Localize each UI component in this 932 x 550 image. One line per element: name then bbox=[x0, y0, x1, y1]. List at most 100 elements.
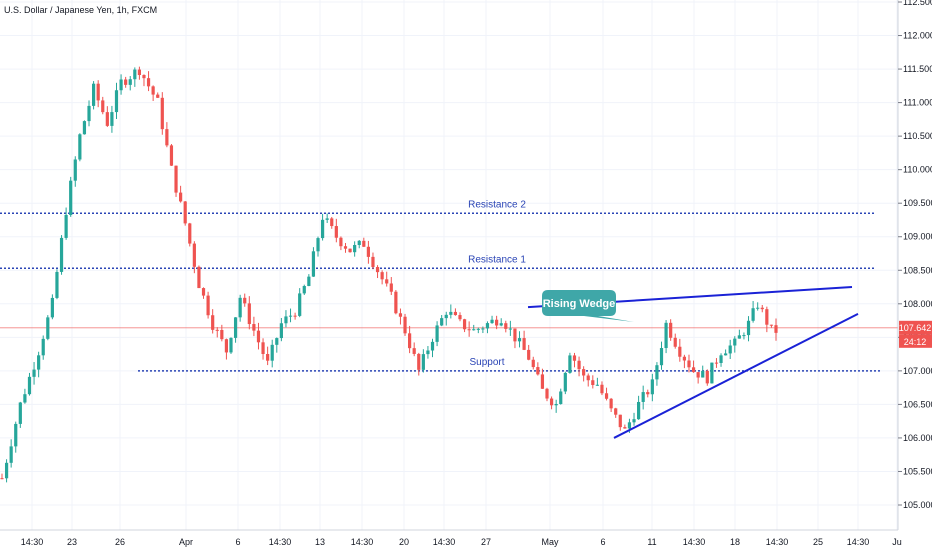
candle-body-164 bbox=[751, 308, 755, 321]
candle-body-32 bbox=[146, 78, 151, 87]
candle-body-147 bbox=[673, 337, 677, 347]
candle-body-102 bbox=[467, 329, 471, 331]
candle-body-26 bbox=[119, 79, 123, 91]
candle-body-85 bbox=[389, 283, 393, 292]
candle-body-161 bbox=[737, 335, 741, 339]
candle-body-101 bbox=[462, 319, 467, 330]
candle-body-126 bbox=[577, 360, 581, 370]
candle-body-42 bbox=[192, 243, 196, 267]
candle-body-99 bbox=[453, 311, 458, 316]
candle-body-143 bbox=[655, 365, 659, 380]
candle-body-80 bbox=[366, 246, 370, 257]
grid bbox=[0, 0, 898, 530]
candle-body-84 bbox=[385, 279, 389, 284]
y-tick-label-0: 105.000 bbox=[903, 500, 932, 510]
candle-body-118 bbox=[540, 374, 545, 389]
countdown-badge bbox=[899, 334, 932, 348]
y-tick-label-11: 110.500 bbox=[903, 131, 932, 141]
candle-body-51 bbox=[233, 317, 238, 338]
candle-body-139 bbox=[637, 401, 641, 420]
candle-body-62 bbox=[284, 316, 288, 324]
callout-text: Rising Wedge bbox=[543, 298, 616, 310]
callout-bubble bbox=[542, 290, 634, 322]
candle-body-34 bbox=[156, 94, 160, 98]
x-tick-label-13: 11 bbox=[647, 537, 656, 547]
x-tick-label-8: 20 bbox=[399, 537, 409, 547]
candle-body-16 bbox=[73, 159, 77, 181]
candle-body-4 bbox=[18, 402, 22, 424]
candle-body-156 bbox=[714, 362, 719, 364]
x-axis: 14:30 23 26 Apr 6 14:30 13 14:30 20 14:30 27 May 6 11… bbox=[21, 537, 902, 547]
candle-body-92 bbox=[421, 354, 425, 370]
candle-body-48 bbox=[220, 329, 224, 340]
candle-body-141 bbox=[646, 392, 650, 395]
x-tick-label-14: 14:30 bbox=[683, 537, 706, 547]
candle-body-72 bbox=[330, 218, 334, 227]
candle-body-142 bbox=[650, 379, 654, 395]
candle-body-149 bbox=[682, 356, 687, 361]
candle-body-124 bbox=[568, 355, 572, 373]
candle-body-79 bbox=[362, 240, 366, 247]
candle-body-74 bbox=[339, 237, 343, 247]
candle-body-121 bbox=[554, 404, 558, 406]
candle-body-109 bbox=[499, 323, 503, 326]
candle-body-25 bbox=[114, 90, 119, 113]
x-tick-label-18: 14:30 bbox=[847, 537, 870, 547]
candle-body-35 bbox=[160, 97, 164, 130]
candle-body-105 bbox=[481, 328, 485, 330]
candle-body-103 bbox=[472, 329, 476, 331]
x-tick-label-1: 23 bbox=[67, 537, 77, 547]
candle-body-151 bbox=[691, 367, 696, 373]
candle-body-29 bbox=[133, 69, 137, 80]
x-tick-label-0: 14:30 bbox=[21, 537, 44, 547]
candle-body-83 bbox=[380, 272, 384, 280]
candle-body-145 bbox=[664, 322, 668, 349]
candle-body-43 bbox=[197, 266, 201, 289]
x-tick-label-11: May bbox=[541, 537, 559, 547]
y-tick-label-14: 112.000 bbox=[903, 31, 932, 41]
candle-body-18 bbox=[82, 121, 87, 135]
y-tick-label-3: 106.500 bbox=[903, 399, 932, 409]
candle-body-8 bbox=[37, 355, 41, 370]
candle-body-52 bbox=[238, 297, 242, 318]
price-badge-text: 107.642 bbox=[899, 323, 932, 333]
candle-body-61 bbox=[279, 323, 283, 339]
candle-body-12 bbox=[55, 271, 59, 298]
x-tick-label-5: 14:30 bbox=[269, 537, 292, 547]
candle-body-158 bbox=[724, 353, 728, 356]
candle-body-10 bbox=[46, 317, 50, 339]
y-tick-label-7: 108.500 bbox=[903, 265, 932, 275]
y-tick-label-15: 112.500 bbox=[903, 0, 932, 7]
candle-body-148 bbox=[678, 346, 682, 357]
candle-body-37 bbox=[169, 145, 174, 166]
candle-body-1 bbox=[4, 462, 9, 479]
candle-body-56 bbox=[256, 330, 261, 343]
candle-body-30 bbox=[137, 69, 141, 76]
candle-body-131 bbox=[600, 384, 604, 394]
candle-body-65 bbox=[298, 293, 302, 316]
candle-body-27 bbox=[124, 79, 128, 85]
candle-body-153 bbox=[701, 370, 705, 378]
y-tick-label-4: 107.000 bbox=[903, 366, 932, 376]
candle-body-111 bbox=[508, 328, 512, 330]
candle-body-39 bbox=[179, 192, 183, 202]
candle-body-64 bbox=[293, 315, 297, 317]
candle-body-5 bbox=[23, 394, 27, 403]
candle-body-78 bbox=[357, 240, 361, 245]
candle-body-125 bbox=[572, 355, 577, 361]
candle-body-23 bbox=[105, 112, 109, 126]
candle-body-134 bbox=[614, 408, 618, 415]
candle-body-50 bbox=[229, 337, 233, 353]
candle-body-128 bbox=[586, 375, 590, 381]
candle-body-130 bbox=[595, 384, 599, 386]
candle-body-31 bbox=[142, 75, 146, 79]
candle-body-55 bbox=[252, 324, 256, 331]
candle-body-157 bbox=[719, 355, 723, 363]
candle-body-88 bbox=[403, 316, 407, 334]
x-tick-label-6: 13 bbox=[315, 537, 325, 547]
candle-body-90 bbox=[412, 348, 416, 354]
candle-body-53 bbox=[243, 297, 247, 304]
candle-body-163 bbox=[746, 320, 751, 336]
y-tick-label-8: 109.000 bbox=[903, 232, 932, 242]
candle-body-116 bbox=[531, 359, 535, 368]
